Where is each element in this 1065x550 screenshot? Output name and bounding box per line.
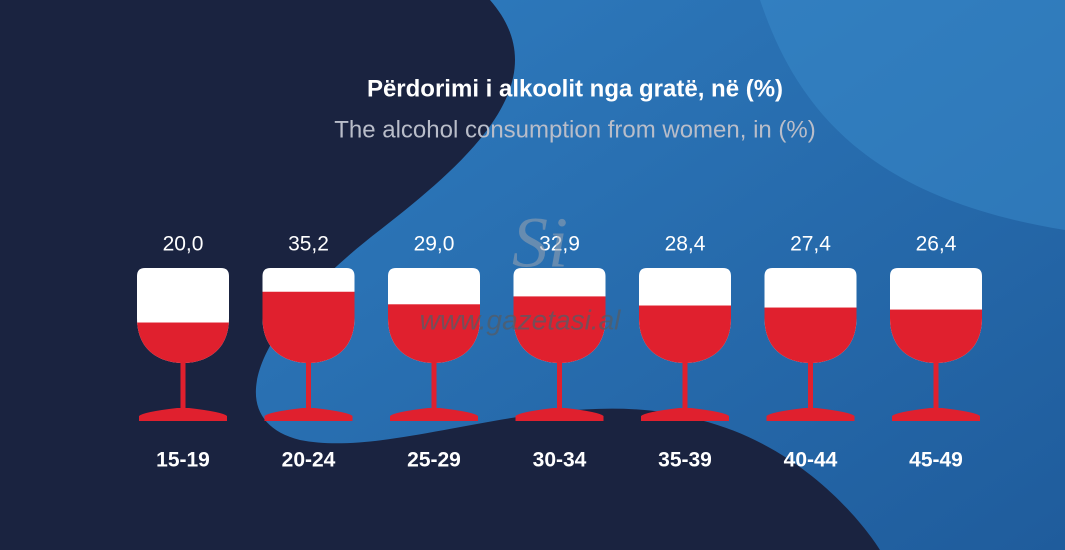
value-label: 28,4 [665,233,706,256]
glass-fill [639,305,731,363]
glass-stem [933,361,939,413]
x-tick-label: 15-19 [156,449,210,472]
glass-fill [262,291,355,363]
glass-base [139,408,227,421]
glass-base [892,408,980,421]
glass-base [390,408,478,421]
glass-fill [513,296,606,363]
watermark-logo: Si [512,203,568,283]
x-tick-label: 35-39 [658,449,712,472]
value-label: 35,2 [288,233,329,256]
glass-base [264,408,353,421]
value-label: 29,0 [414,233,455,256]
value-label: 32,9 [539,233,580,256]
glass-base [515,408,604,421]
glass-stem [557,361,562,413]
glass-stem [808,361,813,413]
glass-fill [388,304,480,363]
glass-stem [180,361,186,413]
chart-title: Përdorimi i alkoolit nga gratë, në (%) [367,75,783,102]
x-tick-label: 40-44 [784,449,838,472]
x-tick-label: 45-49 [909,449,963,472]
glass-stem [682,361,688,413]
value-label: 20,0 [163,233,204,256]
watermark: www.gazetasi.al [420,304,622,335]
glass-base [641,408,729,421]
background-shape [760,0,1065,230]
value-label: 26,4 [916,233,957,256]
glass-base [766,408,855,421]
chart-subtitle: The alcohol consumption from women, in (… [334,116,816,143]
x-tick-label: 30-34 [533,449,587,472]
glass-stem [306,361,311,413]
glass-stem [431,361,437,413]
value-label: 27,4 [790,233,831,256]
x-tick-label: 20-24 [282,449,336,472]
x-tick-label: 25-29 [407,449,461,472]
